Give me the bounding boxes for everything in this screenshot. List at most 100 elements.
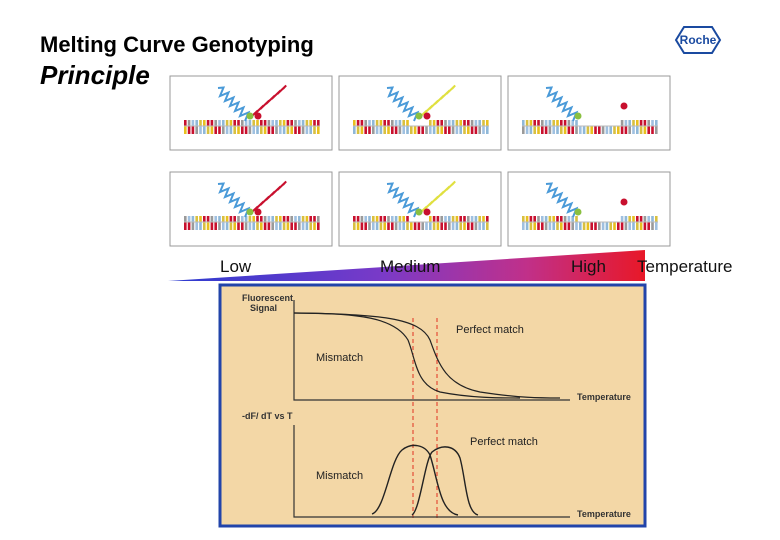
base	[225, 120, 229, 126]
base	[187, 126, 191, 134]
base	[379, 126, 383, 134]
base	[474, 222, 478, 230]
base	[451, 216, 455, 222]
base	[556, 222, 559, 230]
base	[560, 120, 563, 126]
base	[522, 126, 525, 134]
base	[252, 120, 255, 126]
panels	[169, 75, 671, 247]
base	[387, 126, 390, 134]
base	[383, 120, 386, 126]
base	[199, 222, 202, 230]
base	[298, 222, 301, 230]
base	[444, 126, 447, 134]
base	[552, 120, 555, 126]
match-peak	[411, 446, 479, 516]
base	[628, 216, 631, 222]
base	[309, 216, 312, 222]
base	[248, 120, 252, 126]
base	[271, 222, 274, 230]
base	[203, 222, 206, 230]
base	[533, 126, 536, 134]
base	[241, 126, 244, 134]
base	[548, 216, 552, 222]
base	[394, 216, 398, 222]
base	[225, 222, 229, 230]
base	[647, 222, 650, 230]
base	[406, 222, 409, 230]
match-curve	[293, 312, 561, 399]
base	[298, 126, 301, 134]
base	[575, 126, 578, 134]
base	[529, 222, 533, 230]
base	[639, 126, 643, 134]
lower-x-label: Temperature	[577, 509, 631, 519]
base	[286, 120, 290, 126]
base	[525, 216, 529, 222]
base	[463, 120, 466, 126]
base	[440, 126, 443, 134]
base	[425, 126, 428, 134]
base	[425, 222, 428, 230]
base	[356, 216, 360, 222]
base	[391, 126, 394, 134]
base	[305, 222, 309, 230]
base	[368, 216, 371, 222]
panel	[507, 75, 671, 151]
base	[375, 126, 379, 134]
base	[624, 216, 628, 222]
base	[655, 216, 658, 222]
base	[301, 126, 305, 134]
base	[402, 216, 405, 222]
panel	[169, 75, 333, 151]
base	[432, 120, 436, 126]
base	[267, 222, 271, 230]
base	[455, 120, 459, 126]
upper-x-label: Temperature	[577, 392, 631, 402]
base	[478, 126, 481, 134]
base	[394, 222, 398, 230]
base	[529, 126, 533, 134]
base	[582, 126, 586, 134]
base	[463, 126, 466, 134]
base	[563, 120, 567, 126]
base	[467, 126, 470, 134]
base	[470, 222, 474, 230]
dye	[423, 208, 431, 216]
base	[290, 222, 293, 230]
base	[474, 120, 478, 126]
base	[544, 216, 548, 222]
base	[639, 216, 643, 222]
logo: Roche	[674, 26, 722, 54]
base	[298, 120, 301, 126]
base	[195, 222, 198, 230]
base	[206, 120, 210, 126]
dye	[246, 112, 254, 120]
base	[256, 120, 259, 126]
base	[636, 126, 639, 134]
base	[263, 126, 267, 134]
base	[398, 216, 402, 222]
base	[286, 126, 290, 134]
probe	[420, 84, 456, 117]
panel	[338, 75, 502, 151]
base	[184, 126, 187, 134]
base	[478, 216, 481, 222]
base	[360, 126, 364, 134]
base	[482, 120, 485, 126]
probe	[217, 86, 251, 122]
base	[229, 222, 233, 230]
base	[290, 216, 293, 222]
base	[290, 126, 293, 134]
base	[402, 222, 405, 230]
base	[582, 222, 586, 230]
base	[571, 222, 574, 230]
base	[203, 126, 206, 134]
base	[218, 216, 221, 222]
base	[379, 120, 383, 126]
base	[237, 126, 240, 134]
base	[233, 222, 236, 230]
base	[203, 120, 206, 126]
base	[444, 222, 447, 230]
base	[541, 120, 544, 126]
